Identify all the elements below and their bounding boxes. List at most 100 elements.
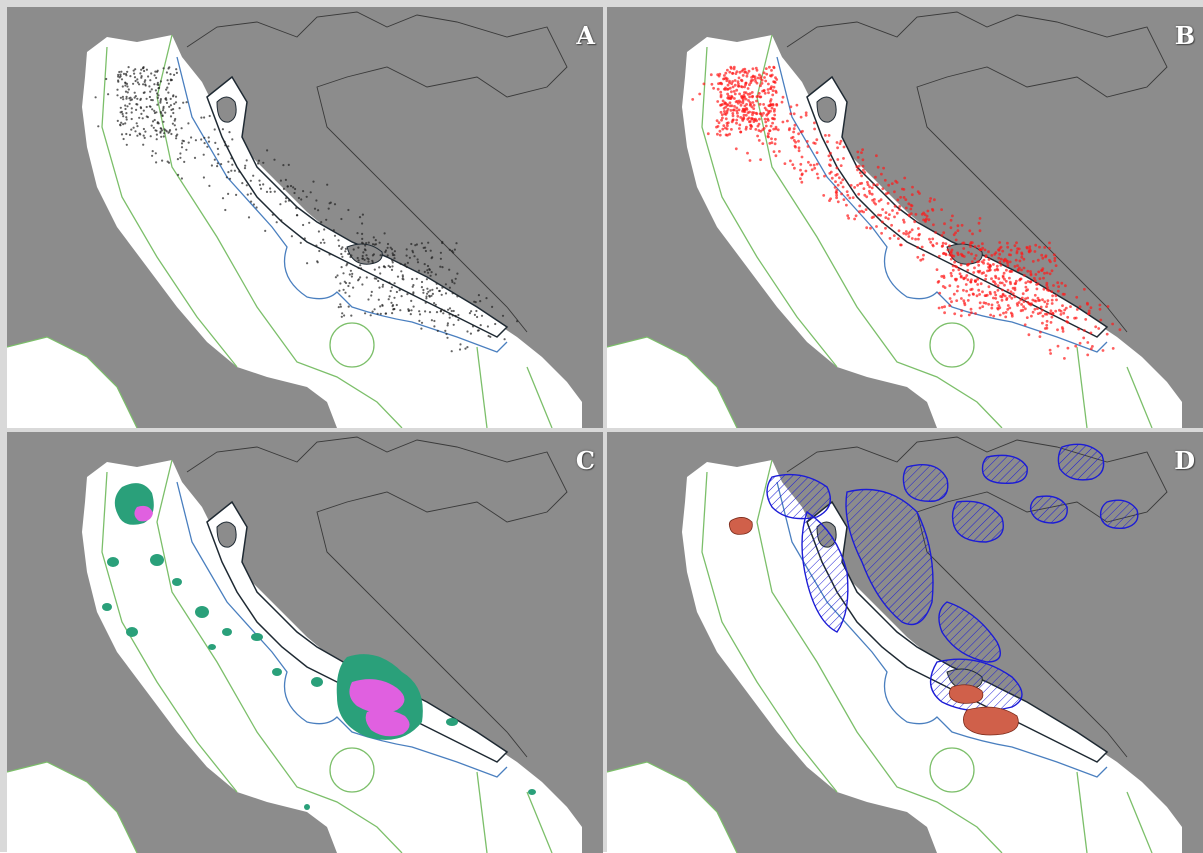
observation-point <box>169 78 172 81</box>
observation-point <box>459 343 462 346</box>
observation-point <box>913 220 917 224</box>
observation-point <box>141 117 144 120</box>
observation-point <box>316 260 319 263</box>
observation-point <box>909 207 913 211</box>
observation-point <box>763 106 767 110</box>
observation-point <box>982 258 986 262</box>
observation-point <box>125 97 128 100</box>
observation-point <box>769 87 772 90</box>
observation-point <box>454 315 458 318</box>
observation-point <box>364 312 367 315</box>
observation-point <box>1086 302 1089 306</box>
observation-point <box>759 158 762 162</box>
observation-point <box>919 258 923 262</box>
observation-point <box>902 218 905 222</box>
observation-point <box>987 285 991 289</box>
observation-point <box>931 237 935 241</box>
observation-point <box>107 93 110 96</box>
observation-point <box>757 139 761 142</box>
observation-point <box>1064 284 1067 288</box>
observation-point <box>1027 333 1031 337</box>
observation-point <box>120 110 123 113</box>
observation-point <box>775 78 779 81</box>
observation-point <box>712 86 715 90</box>
observation-point <box>170 108 173 111</box>
observation-point <box>140 112 143 115</box>
observation-point <box>365 276 368 279</box>
observation-point <box>149 79 152 82</box>
observation-point <box>973 257 977 260</box>
observation-point <box>726 83 730 87</box>
observation-point <box>257 159 261 162</box>
observation-point <box>448 248 451 251</box>
observation-point <box>862 210 865 214</box>
observation-point <box>1026 269 1030 273</box>
observation-point <box>285 197 288 200</box>
observation-point <box>766 112 770 116</box>
observation-point <box>890 223 893 227</box>
observation-point <box>1013 288 1017 292</box>
observation-point <box>227 171 230 174</box>
observation-point <box>870 192 874 196</box>
observation-point <box>446 322 449 325</box>
observation-point <box>1083 287 1086 291</box>
observation-point <box>171 122 174 125</box>
observation-point <box>776 128 780 132</box>
observation-point <box>942 251 946 255</box>
observation-point <box>456 272 459 275</box>
observation-point <box>252 203 255 206</box>
observation-point <box>180 177 183 180</box>
observation-point <box>828 172 832 175</box>
observation-point <box>920 245 924 249</box>
observation-point <box>1078 341 1082 345</box>
observation-point <box>125 112 128 115</box>
observation-point <box>748 110 751 114</box>
observation-point <box>907 235 911 238</box>
observation-point <box>128 133 132 136</box>
observation-point <box>429 249 432 252</box>
observation-point <box>772 150 776 154</box>
observation-point <box>760 78 764 82</box>
observation-point <box>797 149 801 153</box>
observation-point <box>173 119 176 122</box>
observation-point <box>928 199 932 203</box>
observation-point <box>151 120 155 123</box>
observation-point <box>908 214 911 218</box>
observation-point <box>295 214 299 217</box>
observation-point <box>400 270 403 273</box>
observation-point <box>746 72 749 75</box>
observation-point <box>434 273 437 276</box>
observation-point <box>868 192 872 195</box>
observation-point <box>433 302 436 305</box>
observation-point <box>968 229 972 233</box>
observation-point <box>167 91 170 94</box>
observation-point <box>1056 281 1060 285</box>
observation-point <box>948 284 952 288</box>
observation-point <box>955 299 959 302</box>
observation-point <box>853 217 856 221</box>
observation-point <box>986 269 989 273</box>
observation-point <box>792 130 795 134</box>
observation-point <box>731 112 735 115</box>
observation-point <box>1009 253 1012 257</box>
observation-point <box>323 241 326 244</box>
observation-point <box>966 278 970 282</box>
observation-point <box>721 127 725 131</box>
observation-point <box>737 84 740 88</box>
observation-point <box>378 266 381 269</box>
observation-point <box>1118 328 1122 332</box>
observation-point <box>1010 296 1014 300</box>
observation-point <box>1038 335 1042 338</box>
observation-point <box>910 193 914 197</box>
observation-point <box>942 231 946 235</box>
observation-point <box>284 200 287 203</box>
observation-point <box>954 238 958 242</box>
observation-point <box>902 220 906 224</box>
observation-point <box>357 279 360 282</box>
observation-point <box>469 332 472 335</box>
observation-point <box>887 217 890 221</box>
observation-point <box>1017 301 1021 304</box>
observation-point <box>356 256 359 260</box>
observation-point <box>156 83 159 86</box>
observation-point <box>257 162 260 165</box>
